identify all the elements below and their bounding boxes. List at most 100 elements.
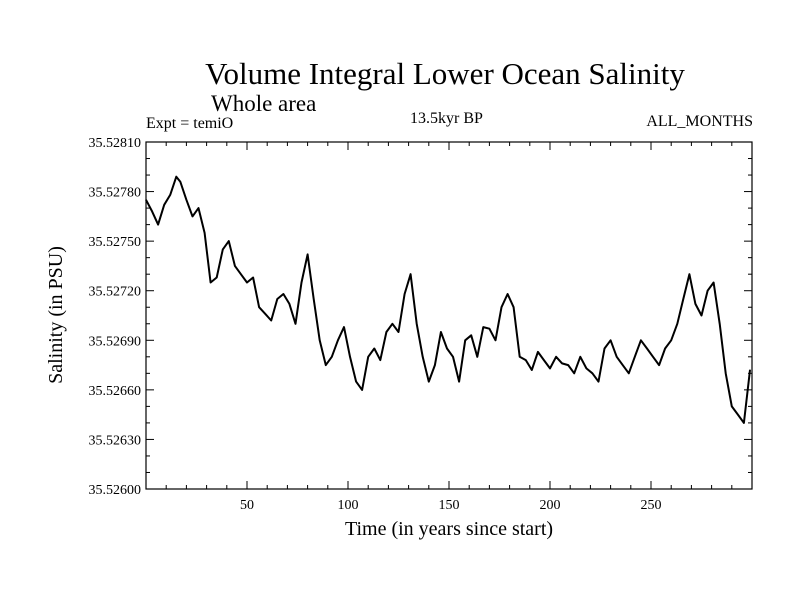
- data-point: [175, 176, 177, 178]
- y-tick-label: 35.52780: [89, 186, 142, 201]
- x-tick-label: 100: [338, 498, 359, 513]
- data-point: [464, 339, 466, 341]
- data-point: [719, 323, 721, 325]
- data-point: [494, 339, 497, 341]
- data-point: [610, 339, 612, 341]
- data-point: [307, 253, 309, 255]
- data-point: [349, 356, 351, 358]
- data-point: [282, 293, 284, 295]
- data-point: [151, 210, 153, 212]
- data-point: [210, 281, 212, 284]
- y-tick-label: 35.52690: [89, 334, 142, 349]
- experiment-label: Expt = temiO: [146, 115, 234, 132]
- data-point: [446, 347, 448, 350]
- data-point: [300, 281, 303, 284]
- data-point: [652, 356, 654, 358]
- data-point: [713, 281, 715, 284]
- data-point: [294, 323, 297, 325]
- data-point: [410, 273, 412, 275]
- data-point: [252, 276, 254, 279]
- data-point: [313, 298, 315, 300]
- data-point: [688, 273, 691, 275]
- data-point: [555, 356, 557, 358]
- x-axis-label: Time (in years since start): [345, 518, 553, 540]
- data-point: [163, 204, 165, 206]
- data-point: [331, 356, 333, 358]
- data-point: [597, 381, 600, 383]
- data-point: [543, 359, 545, 361]
- data-point: [476, 356, 478, 358]
- salinity-series-line: [145, 175, 751, 424]
- data-point: [270, 319, 272, 322]
- period-label: 13.5kyr BP: [410, 110, 483, 127]
- plot-frame: [145, 141, 753, 490]
- data-point: [591, 372, 594, 374]
- data-point: [513, 306, 515, 308]
- data-point: [567, 364, 569, 366]
- data-point: [676, 323, 678, 325]
- data-point: [169, 194, 171, 196]
- data-point: [628, 372, 630, 374]
- chart-subtitle: Whole area: [211, 91, 317, 116]
- data-point: [616, 356, 618, 358]
- y-tick-label: 35.52630: [89, 433, 142, 448]
- data-point: [373, 347, 375, 350]
- y-tick-label: 35.52600: [89, 483, 142, 498]
- data-point: [391, 323, 393, 325]
- data-point: [470, 334, 472, 336]
- data-point: [749, 369, 751, 371]
- data-point: [549, 367, 551, 369]
- y-tick-label: 35.52660: [89, 384, 142, 399]
- data-point: [428, 381, 430, 383]
- data-point: [488, 328, 490, 330]
- data-point: [355, 381, 357, 383]
- y-tick-label: 35.52720: [89, 285, 142, 300]
- data-point: [234, 265, 236, 267]
- data-point: [343, 326, 345, 328]
- data-point: [361, 389, 363, 391]
- data-point: [707, 290, 709, 292]
- data-point: [185, 199, 187, 201]
- data-point: [452, 356, 454, 358]
- axis-ticks: [146, 142, 752, 489]
- data-point: [264, 313, 266, 315]
- data-point: [700, 314, 703, 317]
- data-point: [500, 306, 503, 308]
- data-point: [458, 381, 460, 383]
- data-point: [416, 323, 418, 325]
- data-point: [379, 359, 381, 361]
- data-point: [670, 339, 672, 341]
- y-tick-labels: 35.52600 35.52630 35.52660 35.52690 35.52720…: [89, 136, 142, 498]
- data-point: [145, 199, 147, 201]
- data-point: [216, 276, 218, 279]
- data-point: [337, 339, 339, 341]
- data-point: [191, 215, 194, 217]
- data-point: [646, 347, 648, 350]
- data-point: [507, 293, 509, 295]
- x-tick-label: 150: [439, 498, 460, 513]
- data-point: [440, 331, 442, 333]
- data-point: [246, 281, 248, 284]
- data-point: [228, 240, 230, 242]
- y-tick-label: 35.52810: [89, 136, 142, 151]
- data-point: [585, 367, 588, 369]
- data-point: [531, 369, 533, 371]
- data-point: [404, 293, 406, 295]
- data-point: [367, 356, 369, 358]
- months-label: ALL_MONTHS: [646, 113, 753, 130]
- data-point: [319, 339, 321, 341]
- data-point: [258, 306, 260, 308]
- data-point: [737, 414, 739, 416]
- data-point: [664, 347, 666, 350]
- data-point: [579, 356, 581, 358]
- data-point: [204, 232, 206, 234]
- x-tick-label: 50: [240, 498, 254, 513]
- data-point: [682, 298, 684, 300]
- data-point: [537, 351, 539, 353]
- data-point: [240, 273, 242, 275]
- data-point: [325, 364, 327, 366]
- data-point: [603, 347, 606, 350]
- y-axis-label: Salinity (in PSU): [45, 246, 67, 384]
- data-point: [573, 372, 575, 374]
